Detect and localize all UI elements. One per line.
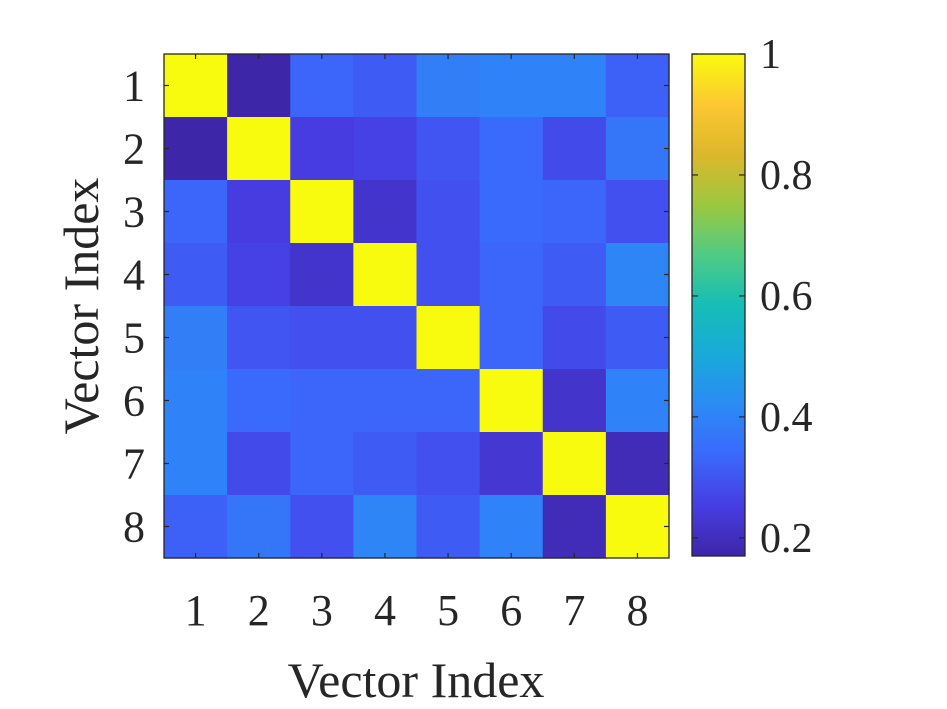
heatmap-cell-8-7 (542, 495, 607, 559)
heatmap-cell-5-8 (605, 306, 670, 370)
heatmap-cell-7-2 (227, 432, 291, 496)
y-tick-label-8: 8 (123, 503, 145, 552)
heatmap-cell-3-7 (542, 180, 607, 244)
x-tick-label-4: 4 (374, 586, 396, 635)
y-tick-label-5: 5 (123, 314, 145, 363)
heatmap-cell-3-2 (227, 180, 291, 244)
y-tick-label-4: 4 (123, 251, 145, 300)
heatmap-cell-6-4 (353, 369, 418, 433)
heatmap-cell-6-5 (416, 369, 481, 433)
heatmap-cell-4-7 (542, 243, 607, 307)
heatmap-cell-1-6 (479, 54, 544, 118)
heatmap-cell-2-5 (416, 117, 481, 181)
heatmap-cell-8-4 (353, 495, 418, 559)
heatmap-cell-4-5 (416, 243, 481, 307)
heatmap-cell-2-2 (227, 117, 291, 181)
heatmap-cell-2-3 (290, 117, 354, 181)
heatmap-cell-7-5 (416, 432, 481, 496)
heatmap-cell-4-6 (479, 243, 544, 307)
heatmap-cell-8-1 (164, 495, 228, 559)
heatmap-cell-3-3 (290, 180, 354, 244)
heatmap-cell-5-7 (542, 306, 607, 370)
heatmap-cell-4-4 (353, 243, 418, 307)
axis-ticks (164, 54, 669, 558)
heatmap-cell-3-6 (479, 180, 544, 244)
heatmap-cell-5-3 (290, 306, 354, 370)
colorbar-tick-label-1: 0.2 (760, 516, 813, 562)
heatmap-cell-7-8 (605, 432, 670, 496)
heatmap-cells (164, 54, 670, 559)
heatmap-cell-3-8 (605, 180, 670, 244)
heatmap-cell-7-4 (353, 432, 418, 496)
heatmap-cell-2-7 (542, 117, 607, 181)
x-tick-label-8: 8 (626, 586, 648, 635)
heatmap-cell-1-8 (605, 54, 670, 118)
heatmap-cell-2-6 (479, 117, 544, 181)
heatmap-cell-6-6 (479, 369, 544, 433)
colorbar-tick-label-5: 1 (760, 32, 781, 78)
colorbar-tick-label-3: 0.6 (760, 274, 813, 320)
x-tick-label-6: 6 (500, 586, 522, 635)
heatmap-cell-6-2 (227, 369, 291, 433)
heatmap-cell-8-6 (479, 495, 544, 559)
colorbar-tick-label-2: 0.4 (760, 395, 813, 441)
heatmap-cell-1-3 (290, 54, 354, 118)
heatmap-cell-2-8 (605, 117, 670, 181)
heatmap-cell-5-1 (164, 306, 228, 370)
y-tick-labels: 1 2 3 4 5 6 7 8 (123, 62, 145, 552)
heatmap-cell-1-2 (227, 54, 291, 118)
heatmap-cell-3-1 (164, 180, 228, 244)
colorbar (691, 53, 746, 557)
heatmap-cell-1-5 (416, 54, 481, 118)
heatmap-cell-7-7 (542, 432, 607, 496)
heatmap-cell-8-5 (416, 495, 481, 559)
heatmap-cell-5-4 (353, 306, 418, 370)
heatmap-cell-8-2 (227, 495, 291, 559)
y-tick-label-1: 1 (123, 62, 145, 111)
y-axis-title: Vector Index (53, 178, 109, 435)
heatmap-cell-1-7 (542, 54, 607, 118)
heatmap-cell-6-1 (164, 369, 228, 433)
x-tick-label-3: 3 (311, 586, 333, 635)
heatmap-cell-4-8 (605, 243, 670, 307)
heatmap-cell-4-2 (227, 243, 291, 307)
colorbar-ticks: 0.2 0.4 0.6 0.8 1 (692, 32, 813, 562)
heatmap-cell-6-7 (542, 369, 607, 433)
heatmap-cell-7-3 (290, 432, 354, 496)
y-tick-label-6: 6 (123, 377, 145, 426)
x-axis-title: Vector Index (288, 652, 545, 708)
heatmap-cell-5-2 (227, 306, 291, 370)
heatmap-cell-8-8 (605, 495, 670, 559)
heatmap-cell-2-4 (353, 117, 418, 181)
y-tick-label-2: 2 (123, 125, 145, 174)
heatmap-cell-4-3 (290, 243, 354, 307)
heatmap-cell-5-6 (479, 306, 544, 370)
y-tick-label-3: 3 (123, 188, 145, 237)
x-tick-label-1: 1 (185, 586, 207, 635)
heatmap-cell-1-4 (353, 54, 418, 118)
heatmap-cell-3-4 (353, 180, 418, 244)
heatmap-cell-3-5 (416, 180, 481, 244)
x-tick-label-5: 5 (437, 586, 459, 635)
heatmap-cell-2-1 (164, 117, 228, 181)
heatmap-cell-7-1 (164, 432, 228, 496)
x-tick-label-7: 7 (563, 586, 585, 635)
y-tick-label-7: 7 (123, 440, 145, 489)
heatmap-cell-8-3 (290, 495, 354, 559)
heatmap-cell-5-5 (416, 306, 481, 370)
x-tick-label-2: 2 (248, 586, 270, 635)
heatmap-cell-4-1 (164, 243, 228, 307)
plot-frame (163, 53, 670, 559)
heatmap-cell-6-8 (605, 369, 670, 433)
heatmap-cell-6-3 (290, 369, 354, 433)
heatmap-cell-7-6 (479, 432, 544, 496)
heatmap-cell-1-1 (164, 54, 228, 118)
colorbar-tick-label-4: 0.8 (760, 153, 813, 199)
